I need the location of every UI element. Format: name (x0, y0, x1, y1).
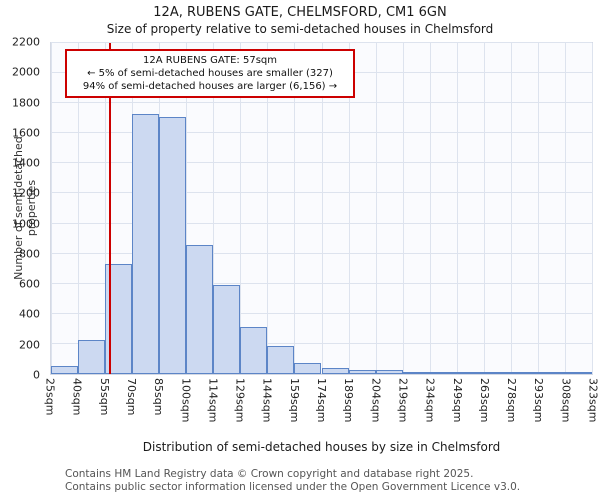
v-gridline (321, 43, 323, 374)
x-tick-label: 234sqm (423, 378, 437, 423)
chart-title: 12A, RUBENS GATE, CHELMSFORD, CM1 6GN (153, 5, 447, 20)
v-gridline (402, 43, 404, 374)
v-gridline (240, 43, 242, 374)
x-tick-label: 308sqm (559, 378, 573, 423)
v-gridline (429, 43, 431, 374)
x-tick-label: 144sqm (260, 378, 274, 423)
chart-subtitle: Size of property relative to semi-detach… (106, 22, 494, 36)
footer-line2: Contains public sector information licen… (65, 480, 521, 493)
y-tick-label: 0 (33, 368, 40, 382)
x-tick-label: 219sqm (396, 378, 410, 423)
histogram-bar (78, 340, 106, 374)
v-gridline (510, 43, 512, 374)
histogram-bar (240, 327, 268, 374)
histogram-bar (483, 372, 511, 374)
x-tick-label: 100sqm (179, 378, 193, 423)
annotation-box: 12A RUBENS GATE: 57sqm ← 5% of semi-deta… (65, 49, 355, 98)
v-gridline (375, 43, 377, 374)
v-gridline (456, 43, 458, 374)
x-tick-label: 293sqm (532, 378, 546, 423)
y-tick-label: 1600 (12, 126, 40, 140)
y-tick-label: 1000 (12, 217, 40, 231)
plot-area: 12A RUBENS GATE: 57sqm ← 5% of semi-deta… (50, 42, 593, 375)
x-tick-label: 55sqm (97, 378, 111, 416)
x-tick-label: 85sqm (152, 378, 166, 416)
y-tick-label: 2200 (12, 35, 40, 49)
v-gridline (105, 43, 107, 374)
annotation-line3: 94% of semi-detached houses are larger (… (82, 81, 338, 92)
v-gridline (592, 43, 593, 374)
histogram-bar (132, 113, 160, 374)
footer: Contains HM Land Registry data © Crown c… (65, 468, 520, 493)
y-tick-label: 1800 (12, 96, 40, 110)
v-gridline (537, 43, 539, 374)
x-tick-label: 189sqm (342, 378, 356, 423)
histogram-bar (402, 371, 430, 374)
x-tick-label: 323sqm (586, 378, 600, 423)
y-tick-label: 1200 (12, 186, 40, 200)
property-size-marker-line (108, 43, 111, 374)
x-tick-label: 70sqm (124, 378, 138, 416)
y-tick-label: 200 (19, 338, 40, 352)
histogram-bar (267, 346, 295, 374)
v-gridline (564, 43, 566, 374)
histogram-bar (51, 366, 79, 374)
histogram-bar (321, 367, 349, 374)
v-gridline (267, 43, 269, 374)
x-tick-label: 40sqm (70, 378, 84, 416)
x-tick-label: 174sqm (315, 378, 328, 423)
x-tick-label: 25sqm (43, 378, 57, 416)
y-tick-label: 1400 (12, 156, 40, 170)
annotation-line2: ← 5% of semi-detached houses are smaller… (87, 68, 333, 79)
histogram-bar (375, 370, 403, 374)
y-tick-label: 400 (19, 307, 40, 321)
histogram-bar (510, 372, 538, 374)
histogram-bar (429, 372, 457, 374)
v-gridline (51, 43, 52, 374)
v-gridline (213, 43, 215, 374)
v-gridline (483, 43, 485, 374)
x-tick-label: 278sqm (505, 378, 519, 423)
footer-line1: Contains HM Land Registry data © Crown c… (65, 468, 474, 480)
y-tick-label: 600 (19, 277, 40, 291)
x-tick-label: 159sqm (287, 378, 301, 423)
h-gridline (51, 42, 592, 43)
v-gridline (348, 43, 350, 374)
x-tick-label: 204sqm (369, 378, 383, 423)
histogram-bar (348, 369, 376, 374)
v-gridline (186, 43, 188, 374)
histogram-bar (564, 372, 592, 374)
v-gridline (78, 43, 80, 374)
x-tick-label: 114sqm (206, 378, 220, 423)
v-gridline (294, 43, 296, 374)
histogram-bar (213, 285, 241, 374)
histogram-bar (294, 362, 322, 374)
x-tick-label: 129sqm (233, 378, 247, 423)
y-tick-label: 2000 (12, 65, 40, 79)
x-axis-label: Distribution of semi-detached houses by … (142, 440, 501, 454)
histogram-bar (456, 372, 484, 374)
x-tick-label: 263sqm (477, 378, 491, 423)
histogram-bar (159, 117, 187, 374)
y-tick-label: 800 (19, 247, 40, 261)
y-axis-ticks: 0 200 400 600 800 1000 1200 1400 1600 1800 2000 220… (0, 36, 44, 382)
histogram-bar (537, 372, 565, 374)
x-tick-label: 249sqm (450, 378, 464, 423)
x-axis-ticks: 25sqm 40sqm 55sqm 70sqm 85sqm 100sqm 114sqm 129… (44, 378, 600, 436)
annotation-line1: 12A RUBENS GATE: 57sqm (142, 55, 277, 66)
histogram-bar (186, 245, 214, 374)
